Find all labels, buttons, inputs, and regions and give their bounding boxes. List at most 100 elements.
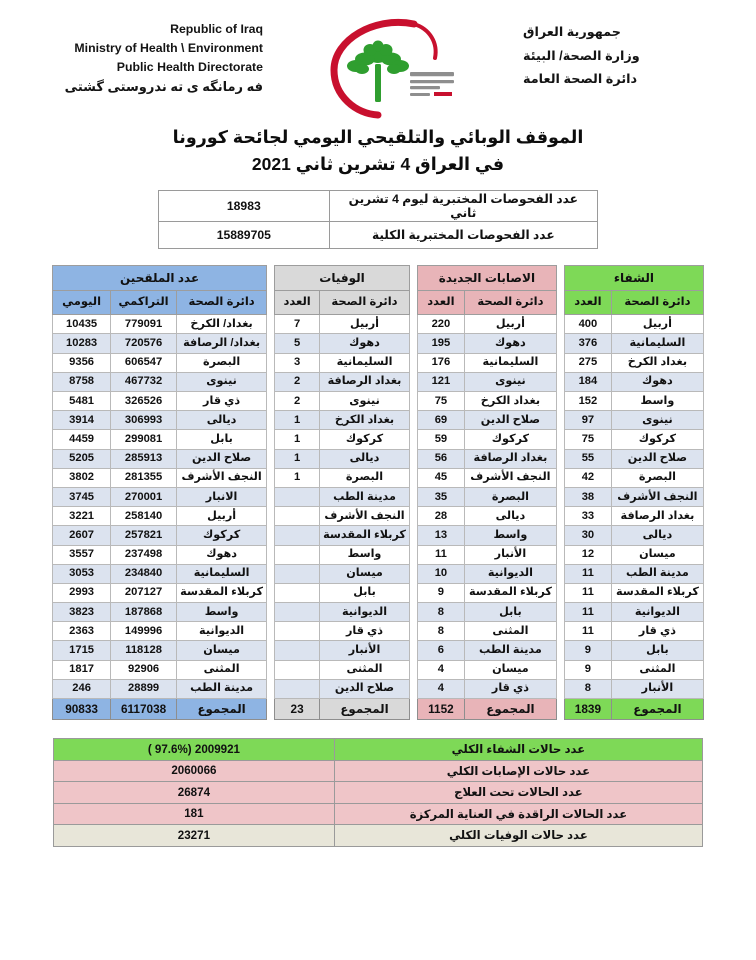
cell-governorate: مدينة الطب [319, 486, 410, 508]
summary-label: عدد الحالات الراقدة في العناية المركزة [333, 802, 704, 825]
header-english-line-2: Ministry of Health \ Environment [74, 41, 263, 56]
cell-governorate: ديالى [463, 506, 557, 527]
iraq-ministry-of-health-logo [318, 10, 468, 122]
cell-value: 3914 [52, 410, 112, 431]
cell-value [274, 582, 321, 604]
cell-value [274, 486, 321, 508]
vaccination-col-daily: اليومي [52, 290, 112, 316]
summary-value: 23271 [53, 824, 335, 847]
table-row: واسط 13 [416, 525, 557, 546]
table-row: نينوى 2 [274, 390, 410, 412]
summary-label: عدد حالات الشفاء الكلي [333, 738, 704, 761]
cell-value: 5 [274, 333, 321, 354]
cell-governorate: المثنى [319, 659, 410, 680]
cell-governorate: السليمانية [319, 352, 410, 373]
cell-value: 220 [416, 314, 465, 335]
table-row: كربلاء المقدسة [274, 525, 410, 546]
cell-value: 2 [274, 371, 321, 393]
cell-governorate: الديوانية [610, 602, 704, 623]
cell-governorate: دهوك [319, 333, 410, 354]
cell-value: 33 [563, 506, 612, 527]
cell-governorate: الديوانية [463, 563, 557, 584]
summary-row: عدد حالات الإصابات الكلي 2060066 [53, 759, 704, 782]
table-row: ديالى 306993 3914 [52, 410, 268, 431]
vaccination-col-cumulative: التراكمي [110, 290, 178, 316]
cell-value: 1817 [52, 659, 112, 680]
table-row: عدد الفحوصات المختبرية الكلية 15889705 [158, 221, 599, 250]
table-row: بغداد الكرخ 1 [274, 410, 410, 431]
cell-value: 306993 [110, 410, 178, 431]
cell-value: 237498 [110, 544, 178, 565]
page-title-line-1: الموقف الوبائي والتلقيحي اليومي لجائحة ك… [172, 127, 584, 147]
cell-value: 187868 [110, 602, 178, 623]
header-arabic-titles: جمهورية العراق وزارة الصحة/ البيئة دائرة… [523, 10, 738, 91]
cell-value: 9 [563, 659, 612, 680]
cell-value: 3053 [52, 563, 112, 584]
table-row: كركوك 257821 2607 [52, 525, 268, 546]
cell-value: 11 [563, 582, 612, 604]
summary-row: عدد حالات الوفيات الكلي 23271 [53, 824, 704, 847]
summary-value: 26874 [53, 781, 335, 804]
cell-value: 56 [416, 448, 465, 469]
table-row: النجف الأشرف 45 [416, 467, 557, 488]
cell-value: 2363 [52, 621, 112, 642]
table-row: كركوك 75 [563, 429, 704, 450]
summary-row: عدد حالات الشفاء الكلي 2009921 (97.6% ) [53, 738, 704, 761]
summary-value: 2009921 (97.6% ) [53, 738, 335, 761]
summary-label: عدد حالات الوفيات الكلي [333, 824, 704, 847]
header-kurdish-line: فه رمانگه ى ته ندروستى گشتى [64, 79, 263, 95]
table-row: دهوك 237498 3557 [52, 544, 268, 565]
cell-governorate: ميسان [610, 544, 704, 565]
recoveries-table-foot: المجموع 1839 [563, 698, 704, 720]
table-row: أربيل 7 [274, 314, 410, 335]
daily-tests-label: عدد الفحوصات المختبرية ليوم 4 تشرين ثاني [328, 190, 599, 223]
table-header-row: دائرة الصحة التراكمي اليومي [52, 290, 268, 316]
table-row: البصرة 1 [274, 467, 410, 488]
cell-value: 75 [563, 429, 612, 450]
header-english-line-1: Republic of Iraq [170, 22, 263, 36]
cell-governorate: أربيل [463, 314, 557, 335]
summary-label: عدد حالات الإصابات الكلي [333, 759, 704, 782]
table-row: الأنبار 11 [416, 544, 557, 565]
cell-governorate: أربيل [610, 314, 704, 335]
cell-value: 11 [416, 544, 465, 565]
cell-governorate: نينوى [610, 410, 704, 431]
vaccination-total-cumulative: 6117038 [110, 698, 178, 720]
cell-governorate: البصرة [176, 352, 268, 373]
table-header-row: دائرة الصحة العدد [274, 290, 410, 316]
table-row: بابل 299081 4459 [52, 429, 268, 450]
table-row: النجف الأشرف 281355 3802 [52, 467, 268, 488]
table-row: ذي قار 4 [416, 678, 557, 700]
cell-value: 285913 [110, 448, 178, 469]
table-row: ذي قار 11 [563, 621, 704, 642]
table-row: الديوانية 10 [416, 563, 557, 584]
cell-value: 606547 [110, 352, 178, 373]
deaths-table-title: الوفيات [274, 265, 410, 292]
table-row: ديالى 28 [416, 506, 557, 527]
cell-value: 3745 [52, 486, 112, 508]
table-row: كركوك 1 [274, 429, 410, 450]
table-row: البصرة 606547 9356 [52, 352, 268, 373]
cell-value: 10435 [52, 314, 112, 335]
cell-value: 3 [274, 352, 321, 373]
table-row: دهوك 5 [274, 333, 410, 354]
cell-governorate: المثنى [610, 659, 704, 680]
new-cases-table-title: الاصابات الجديدة [416, 265, 557, 292]
cell-governorate: مدينة الطب [463, 640, 557, 661]
vaccination-table-body: بغداد/ الكرخ 779091 10435 بغداد/ الرصافة 720… [52, 314, 268, 700]
cell-value [274, 563, 321, 584]
cell-value: 195 [416, 333, 465, 354]
cell-governorate: بغداد الرصافة [319, 371, 410, 393]
cell-value: 92906 [110, 659, 178, 680]
table-row: بغداد الرصافة 56 [416, 448, 557, 469]
deaths-table: الوفيات دائرة الصحة العدد أربيل 7 دهوك 5 الس… [274, 265, 410, 720]
new-cases-table: الاصابات الجديدة دائرة الصحة العدد أربيل… [416, 265, 557, 720]
table-row: ديالى 1 [274, 448, 410, 469]
table-row: مدينة الطب 11 [563, 563, 704, 584]
cell-value: 8758 [52, 371, 112, 393]
logo-caption-text [410, 72, 454, 96]
cell-value: 97 [563, 410, 612, 431]
recoveries-table-title: الشفاء [563, 265, 704, 292]
cell-governorate: واسط [610, 390, 704, 412]
recoveries-total-label: المجموع [610, 698, 704, 720]
